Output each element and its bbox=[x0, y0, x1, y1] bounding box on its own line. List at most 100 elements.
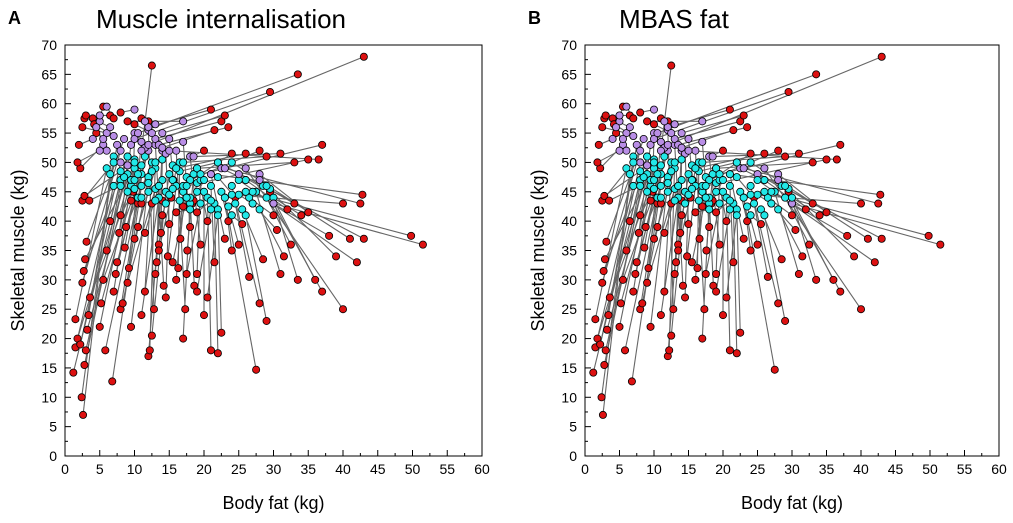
before-point bbox=[601, 111, 610, 120]
y-tick-label: 50 bbox=[561, 154, 577, 170]
after-point-purple bbox=[677, 129, 686, 138]
change-line bbox=[624, 197, 658, 351]
before-point bbox=[594, 140, 603, 149]
before-point bbox=[832, 155, 841, 164]
before-point bbox=[598, 410, 607, 419]
before-point bbox=[85, 196, 94, 205]
before-point bbox=[760, 149, 769, 158]
before-point bbox=[781, 152, 790, 161]
before-point bbox=[812, 275, 821, 284]
x-tick-label: 60 bbox=[474, 461, 490, 477]
before-point bbox=[695, 234, 704, 243]
before-point bbox=[224, 123, 233, 132]
before-point bbox=[667, 331, 676, 340]
y-tick-label: 60 bbox=[561, 96, 577, 112]
x-tick-label: 25 bbox=[231, 461, 247, 477]
after-point-purple bbox=[774, 176, 783, 185]
change-line bbox=[74, 168, 108, 320]
change-line bbox=[89, 185, 132, 298]
before-point bbox=[843, 231, 852, 240]
change-line bbox=[140, 65, 153, 151]
after-point-cyan bbox=[248, 187, 257, 196]
after-point-cyan bbox=[756, 205, 765, 214]
y-tick-label: 40 bbox=[561, 213, 577, 229]
before-point bbox=[133, 223, 142, 232]
after-point-purple bbox=[615, 111, 624, 120]
after-point-cyan bbox=[767, 187, 776, 196]
after-point-purple bbox=[95, 111, 104, 120]
before-point bbox=[601, 255, 610, 264]
after-point-cyan bbox=[622, 164, 631, 173]
after-point-purple bbox=[636, 146, 645, 155]
before-point bbox=[763, 272, 772, 281]
after-point-purple bbox=[137, 146, 146, 155]
after-point-cyan bbox=[193, 164, 202, 173]
after-point-purple bbox=[656, 137, 665, 146]
change-line bbox=[656, 191, 669, 228]
after-point-purple bbox=[698, 137, 707, 146]
change-line bbox=[84, 170, 121, 197]
y-tick-label: 20 bbox=[561, 331, 577, 347]
before-point bbox=[693, 264, 702, 273]
after-point-cyan bbox=[694, 196, 703, 205]
after-point-purple bbox=[646, 140, 655, 149]
before-point bbox=[678, 281, 687, 290]
before-point bbox=[729, 258, 738, 267]
y-tick-label: 10 bbox=[561, 389, 577, 405]
after-point-cyan bbox=[130, 184, 139, 193]
before-point bbox=[850, 252, 859, 261]
y-axis-title: Skeletal muscle (kg) bbox=[8, 169, 28, 331]
before-point bbox=[808, 199, 817, 208]
after-point-purple bbox=[206, 170, 215, 179]
y-tick-label: 45 bbox=[561, 184, 577, 200]
before-point bbox=[172, 208, 181, 217]
before-point bbox=[597, 393, 606, 402]
before-point bbox=[71, 315, 80, 324]
before-point bbox=[936, 240, 945, 249]
after-point-cyan bbox=[715, 199, 724, 208]
before-point bbox=[725, 346, 734, 355]
after-point-cyan bbox=[705, 176, 714, 185]
after-point-purple bbox=[140, 117, 149, 126]
y-tick-label: 65 bbox=[561, 66, 577, 82]
after-point-cyan bbox=[650, 158, 659, 167]
after-point-purple bbox=[643, 161, 652, 170]
after-point-cyan bbox=[636, 167, 645, 176]
change-line bbox=[213, 203, 219, 354]
change-line bbox=[594, 168, 627, 320]
before-point bbox=[629, 114, 638, 123]
after-point-cyan bbox=[656, 193, 665, 202]
after-point-cyan bbox=[774, 205, 783, 214]
before-point bbox=[589, 368, 598, 377]
before-point bbox=[152, 258, 161, 267]
before-point bbox=[95, 322, 104, 331]
before-point bbox=[593, 158, 602, 167]
after-point-cyan bbox=[636, 181, 645, 190]
after-point-cyan bbox=[196, 199, 205, 208]
after-point-cyan bbox=[158, 155, 167, 164]
before-point bbox=[836, 140, 845, 149]
after-point-purple bbox=[116, 146, 125, 155]
y-tick-label: 10 bbox=[41, 389, 57, 405]
before-point bbox=[182, 269, 191, 278]
after-point-cyan bbox=[670, 158, 679, 167]
after-point-cyan bbox=[227, 190, 236, 199]
after-point-purple bbox=[684, 146, 693, 155]
before-point bbox=[304, 208, 313, 217]
y-tick-label: 35 bbox=[561, 243, 577, 259]
after-point-cyan bbox=[224, 202, 233, 211]
x-tick-label: 55 bbox=[957, 461, 973, 477]
after-point-cyan bbox=[732, 158, 741, 167]
before-point bbox=[643, 117, 652, 126]
before-point bbox=[206, 105, 215, 114]
after-point-cyan bbox=[262, 181, 271, 190]
y-tick-label: 25 bbox=[561, 301, 577, 317]
after-point-cyan bbox=[179, 158, 188, 167]
x-tick-label: 0 bbox=[61, 461, 69, 477]
before-point bbox=[615, 322, 624, 331]
after-point-cyan bbox=[667, 167, 676, 176]
before-point bbox=[338, 305, 347, 314]
after-point-cyan bbox=[109, 181, 118, 190]
before-point bbox=[356, 199, 365, 208]
